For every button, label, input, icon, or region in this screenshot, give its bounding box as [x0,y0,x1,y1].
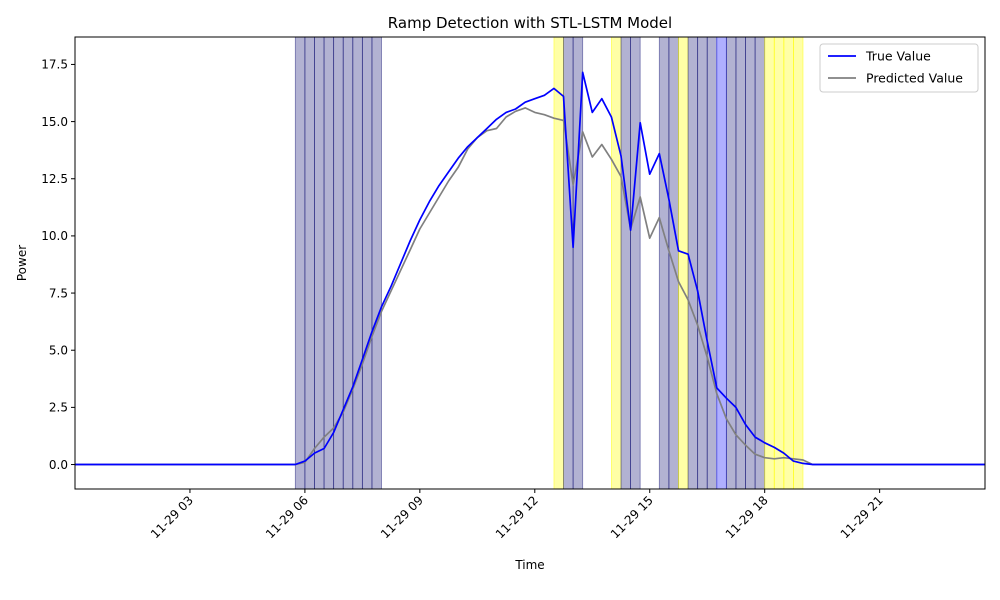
shaded-region-8 [716,36,727,490]
x-tick-label: 11-29 18 [723,493,771,541]
shaded-region-6 [678,36,689,490]
chart-title: Ramp Detection with STL-LSTM Model [388,14,672,32]
shaded-region-0 [371,36,382,490]
series-layer [75,71,985,466]
y-axis-label: Power [15,245,29,281]
y-tick-label: 5.0 [49,344,68,358]
shaded-region-5 [658,36,670,490]
x-tick-label: 11-29 06 [263,493,311,541]
y-tick-label: 0.0 [49,458,68,472]
shaded-region-0 [342,36,354,490]
shaded-region-10 [773,36,785,490]
shaded-region-0 [314,36,325,490]
legend-label-predicted-value: Predicted Value [866,71,963,86]
y-tick-label: 12.5 [41,172,68,186]
y-tick-label: 15.0 [41,115,68,129]
legend-label-true-value: True Value [865,49,931,64]
x-tick-label: 11-29 09 [378,493,426,541]
shaded-region-2 [563,36,574,490]
shaded-region-9 [745,36,756,490]
shaded-region-5 [668,36,679,490]
shaded-region-7 [706,36,718,490]
x-tick-label: 11-29 03 [148,493,196,541]
shaded-region-4 [630,36,641,490]
series-line-predicted-value [75,107,985,466]
y-tick-label: 7.5 [49,286,68,300]
x-tick-label: 11-29 15 [608,493,656,541]
shaded-region-9 [754,36,766,490]
shaded-region-3 [611,36,622,490]
shaded-region-10 [783,36,794,490]
shaded-region-10 [764,36,775,490]
shaded-region-10 [793,36,804,490]
x-ticks: 11-29 03 11-29 06 11-29 09 11-29 12 11-29 15… [148,489,886,541]
legend: True Value Predicted Value [819,43,979,93]
shaded-region-0 [352,36,363,490]
x-axis-label: Time [514,558,544,572]
y-ticks: 0.0 2.5 5.0 7.5 10.0 12.5 15.0 17.5 [41,58,75,472]
shaded-region-4 [620,36,631,490]
shaded-region-0 [361,36,373,490]
plot-frame [74,36,986,490]
shaded-region-0 [304,36,315,490]
series-line-true-value [75,71,985,466]
y-tick-label: 10.0 [41,229,68,243]
shaded-region-7 [697,36,708,490]
x-tick-label: 11-29 12 [493,493,541,541]
y-tick-label: 17.5 [41,58,68,72]
shaded-region-0 [294,36,306,490]
legend-box [819,43,979,93]
shaded-region-7 [687,36,699,490]
x-tick-label: 11-29 21 [838,493,886,541]
shaded-region-1 [553,36,564,490]
shaded-region-0 [323,36,335,490]
y-tick-label: 2.5 [49,401,68,415]
